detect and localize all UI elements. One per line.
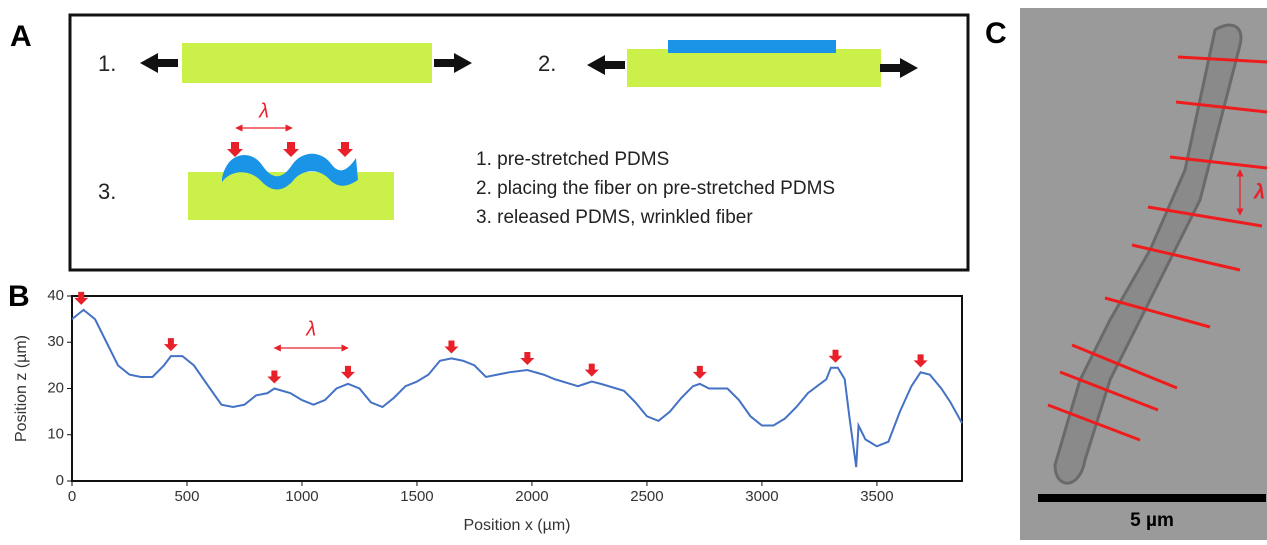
- step-number: 1.: [98, 51, 116, 76]
- scale-bar: [1038, 494, 1266, 502]
- step-number: 3.: [98, 179, 116, 204]
- x-tick-label: 3500: [860, 488, 893, 505]
- x-tick-label: 3000: [745, 488, 778, 505]
- x-tick-label: 1500: [400, 488, 433, 505]
- arrow: [434, 53, 472, 73]
- panel-frame: [68, 13, 970, 272]
- y-axis-label: Position z (µm): [13, 335, 30, 442]
- x-tick-label: 2000: [515, 488, 548, 505]
- peak-marker: [340, 365, 355, 379]
- x-tick-label: 0: [68, 488, 76, 505]
- x-tick-label: 1000: [285, 488, 318, 505]
- peak-arrows: [227, 142, 353, 157]
- legend-line: 3. released PDMS, wrinkled fiber: [476, 207, 753, 228]
- peak-marker: [692, 365, 707, 379]
- panel-label: A: [10, 20, 32, 53]
- pdms: [627, 49, 881, 87]
- panel-label: C: [985, 17, 1007, 50]
- arrow: [880, 58, 918, 78]
- peak-marker: [584, 363, 599, 377]
- y-tick-label: 30: [47, 333, 64, 350]
- y-tick-label: 0: [56, 472, 64, 489]
- fiber: [668, 40, 836, 53]
- lambda: λ: [1253, 181, 1265, 203]
- peak-marker: [913, 354, 928, 368]
- x-tick-label: 2500: [630, 488, 663, 505]
- scale-label: 5 µm: [1130, 510, 1174, 531]
- peak-marker: [163, 338, 178, 352]
- peak-marker: [74, 291, 89, 305]
- peak-marker: [267, 370, 282, 384]
- lambda: λ: [258, 100, 269, 122]
- legend-line: 1. pre-stretched PDMS: [476, 149, 669, 170]
- lambda: λ: [305, 318, 316, 340]
- ridge-lines: [1047, 55, 1267, 442]
- pdms: [182, 43, 432, 83]
- peak-marker: [828, 349, 843, 363]
- x-axis-label: Position x (µm): [463, 517, 570, 534]
- step-number: 2.: [538, 51, 556, 76]
- arrow: [587, 55, 625, 75]
- wrinkled-fiber: [222, 153, 358, 190]
- x-tick-label: 500: [174, 488, 199, 505]
- line-chart: 0 10 20 30 40 0 500 1000 1500 2000 2500 3000 3500 Pos…: [13, 287, 963, 534]
- legend-line: 2. placing the fiber on pre-stretched PD…: [476, 178, 835, 199]
- y-tick-label: 10: [47, 426, 64, 443]
- data-line: [71, 308, 963, 468]
- peak-marker: [520, 352, 535, 365]
- arrow: [140, 53, 178, 73]
- fiber-image: [1053, 23, 1243, 485]
- panel-label: B: [8, 280, 30, 313]
- peak-marker: [444, 340, 459, 354]
- plot-frame: [71, 295, 963, 482]
- y-tick-label: 20: [47, 379, 64, 396]
- y-tick-label: 40: [47, 287, 64, 304]
